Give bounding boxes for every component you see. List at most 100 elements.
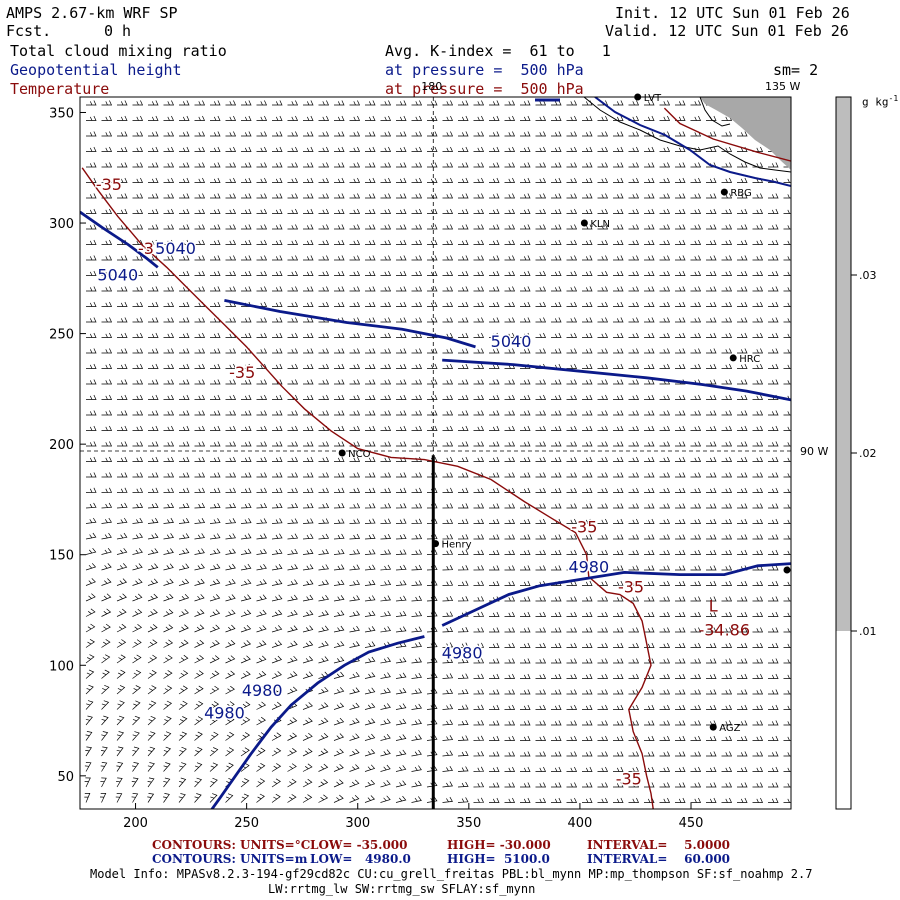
field-cloud-info: Avg. K-index = 61 to 1 xyxy=(385,42,611,60)
temperature-contour-label: -35 xyxy=(571,518,597,537)
x-tick-label: 450 xyxy=(679,816,704,831)
axes: 200 250 300 350 400 450 50 100 150 200 250 300 350 xyxy=(49,106,703,831)
footer-temp-interval: INTERVAL= 5.0000 xyxy=(587,838,731,852)
temperature-contour-label: -35 xyxy=(96,175,122,194)
model-info-line2: LW:rrtmg_lw SW:rrtmg_sw SFLAY:sf_mynn xyxy=(268,882,536,896)
temperature-contour-label: -35 xyxy=(616,770,642,789)
temperature-contour-label: -35 xyxy=(618,577,644,596)
station-label-rbg: RBG xyxy=(730,188,751,199)
footer-height-units: UNITS=m xyxy=(240,852,308,866)
station-dot-rbg xyxy=(720,188,728,196)
wind-barbs xyxy=(84,100,791,803)
height-contour-label: 5040 xyxy=(97,266,138,285)
station-label-hrc: HRC xyxy=(739,354,760,365)
y-tick-label: 200 xyxy=(49,438,74,453)
footer-height-interval: INTERVAL= 60.000 xyxy=(587,852,731,866)
coastline-terrain xyxy=(535,97,791,187)
station-dot-lvt xyxy=(634,93,642,101)
colorbar-white xyxy=(836,631,851,809)
contour-labels: -35-35-35-35-35-355040504050404980498049… xyxy=(94,173,750,790)
x-tick-label: 300 xyxy=(345,816,370,831)
height-contour-label: 4980 xyxy=(204,703,245,722)
station-label-agz: AGZ xyxy=(719,723,740,734)
colorbar: .01 .02 .03 xyxy=(835,96,877,810)
forecast-value: 0 h xyxy=(104,22,132,40)
station-markers: RBG KLN HRC NCO Henry AGZ LVT xyxy=(338,93,791,734)
plot-frame xyxy=(79,96,792,810)
station-label-henry: Henry xyxy=(442,540,472,551)
footer-temp-contours-label: CONTOURS: xyxy=(152,838,236,852)
colorbar-unit-exponent: -1 xyxy=(888,94,899,103)
field-cloud-label: Total cloud mixing ratio xyxy=(10,42,227,60)
meridian-label-90w: 90 W xyxy=(800,445,828,458)
height-contour-label: 4980 xyxy=(442,644,483,663)
temperature-contour-label: -35 xyxy=(138,239,164,258)
meridian-lines: 180 135 W90 W xyxy=(80,80,828,809)
colorbar-tick-label: .03 xyxy=(859,269,877,282)
colorbar-shaded xyxy=(836,97,851,631)
y-tick-label: 50 xyxy=(57,770,74,785)
station-label-kln: KLN xyxy=(590,219,610,230)
low-value: -34.86 xyxy=(698,620,750,639)
model-title: AMPS 2.67-km WRF SP xyxy=(6,4,178,22)
low-marker: L xyxy=(709,596,718,615)
height-contour-0 xyxy=(80,210,159,269)
footer-height-high: HIGH= 5100.0 xyxy=(447,852,550,866)
x-tick-label: 400 xyxy=(568,816,593,831)
y-tick-label: 350 xyxy=(49,106,74,121)
height-contour-label: 4980 xyxy=(242,681,283,700)
height-contour-coastal xyxy=(594,97,791,187)
colorbar-tick-label: .02 xyxy=(859,447,877,460)
footer-height-low: LOW= 4980.0 xyxy=(310,852,411,866)
smoothing-label: sm= 2 xyxy=(773,61,819,79)
init-time: Init. 12 UTC Sun 01 Feb 26 xyxy=(615,4,850,22)
station-dot-hrc xyxy=(729,354,737,362)
wind-barb-field xyxy=(84,100,791,803)
station-label-nco: NCO xyxy=(348,449,370,460)
footer-height-contours-label: CONTOURS: xyxy=(152,852,236,866)
height-contours xyxy=(80,210,791,809)
x-tick-label: 200 xyxy=(123,816,148,831)
temperature-contour-1 xyxy=(663,107,791,162)
field-temperature-info: at pressure = 500 hPa xyxy=(385,80,584,98)
model-info-line1: Model Info: MPASv8.2.3-194-gf29cd82c CU:… xyxy=(90,867,813,881)
x-tick-label: 350 xyxy=(456,816,481,831)
station-dot-nco xyxy=(338,449,346,457)
height-contour-3 xyxy=(210,635,425,809)
height-contour-label: 4980 xyxy=(568,557,609,576)
terrain-shade xyxy=(700,97,791,170)
y-tick-label: 250 xyxy=(49,328,74,343)
footer-temp-low: LOW= -35.000 xyxy=(310,838,408,852)
station-dot-edge xyxy=(783,566,791,574)
station-label-lvt: LVT xyxy=(644,93,662,104)
height-contour-1 xyxy=(224,299,476,349)
y-tick-label: 300 xyxy=(49,217,74,232)
colorbar-frame xyxy=(835,96,852,810)
height-contour-4 xyxy=(441,562,791,627)
footer-temp-high: HIGH= -30.000 xyxy=(447,838,551,852)
valid-time: Valid. 12 UTC Sun 01 Feb 26 xyxy=(605,22,849,40)
colorbar-unit-text: g kg xyxy=(862,95,889,109)
temperature-contour-label: -35 xyxy=(229,363,255,382)
meridian-label-135w: 135 W xyxy=(765,80,800,93)
field-temperature-label: Temperature xyxy=(10,80,110,98)
colorbar-unit: g kg-1 xyxy=(862,94,898,109)
x-tick-label: 250 xyxy=(234,816,259,831)
field-height-info: at pressure = 500 hPa xyxy=(385,61,584,79)
colorbar-tick-label: .01 xyxy=(859,625,877,638)
forecast-label: Fcst. xyxy=(6,22,52,40)
y-tick-label: 100 xyxy=(49,659,74,674)
height-contour-label: 5040 xyxy=(491,332,532,351)
coastline-inner xyxy=(583,97,791,173)
footer-temp-units: UNITS=°C xyxy=(240,838,311,852)
station-dot-kln xyxy=(580,219,588,227)
temperature-contour-0 xyxy=(81,167,654,809)
station-dot-agz xyxy=(709,723,717,731)
station-dot-henry xyxy=(432,540,439,548)
coastline-outer xyxy=(699,97,731,127)
height-contour-label: 5040 xyxy=(155,239,196,258)
temperature-contours xyxy=(81,107,791,809)
y-tick-label: 150 xyxy=(49,549,74,564)
height-contour-2 xyxy=(442,358,791,402)
